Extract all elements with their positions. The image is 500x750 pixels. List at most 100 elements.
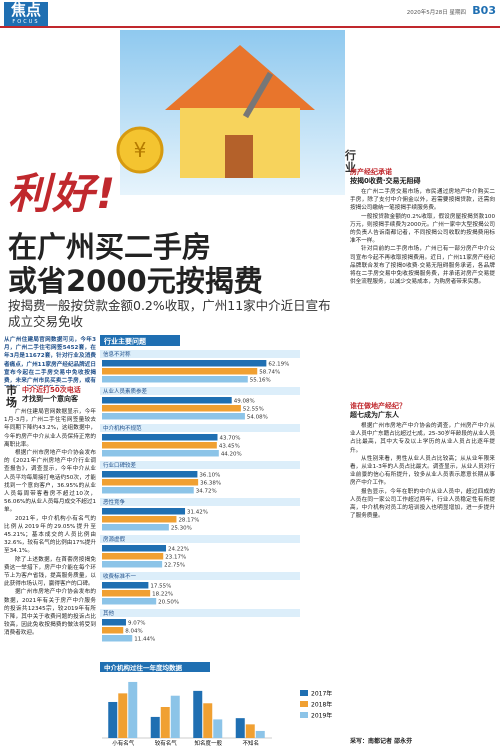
bar — [102, 524, 169, 531]
bar — [102, 376, 248, 383]
subtitle: 按揭费一般按贷款金额0.2%收取，广州11家中介近日宣布成立交易免收 — [8, 298, 331, 329]
legend-label: 2017年 — [311, 690, 332, 698]
illustration: ¥ — [116, 30, 345, 195]
page-number: B03 — [472, 4, 496, 17]
category-band — [100, 350, 300, 358]
byline: 采写：南都记者 邵永芬 — [350, 738, 413, 745]
headline-line: 或省2000元按揭费 — [8, 264, 263, 298]
bar — [102, 635, 133, 642]
paragraph: 在广州二手房交易市场，市民通过房地产中介购买二手房，除了支付中介佣金以外，若需要… — [350, 189, 495, 212]
side-label: 行业 — [345, 149, 356, 174]
bar — [118, 693, 128, 738]
paragraph: 一般按贷款金额的0.2%收取，假设房屋按揭贷款100万元，则按揭手续费为2000… — [350, 213, 495, 245]
value-label: 22.75% — [164, 563, 185, 569]
bar — [128, 681, 138, 738]
header: 焦点 FOCUS 2020年5月28日 星期四 B03 — [0, 0, 500, 28]
value-label: 18.22% — [152, 592, 173, 598]
legend-swatch — [300, 701, 308, 707]
bar — [102, 598, 157, 605]
paragraph: 根据广州市房地产中介协会的调查，广州房产中介从业人员中广东籍占比超过七成，25-… — [350, 423, 495, 454]
bar — [108, 701, 118, 738]
value-label: 44.20% — [221, 452, 242, 458]
legend-label: 2018年 — [311, 701, 332, 709]
category-label: 中介机构不规范 — [103, 424, 142, 432]
bar — [102, 553, 164, 560]
bar — [150, 716, 160, 738]
value-label: 43.70% — [219, 436, 240, 442]
bar — [102, 545, 167, 552]
right-column: 在广州二手房交易市场，市民通过房地产中介购买二手房，除了支付中介佣金以外，若需要… — [350, 188, 495, 398]
value-label: 62.19% — [268, 362, 289, 368]
value-label: 55.16% — [250, 378, 271, 384]
bar — [102, 413, 245, 420]
paragraph: 根据广州市房地产中介协会发布的《2021年广州房地产中介行业调查报告》，调查显示… — [4, 450, 96, 514]
intro: 从广州住建局官网数据可见，今年3月，广州二手住宅网签5452套，在年3月是116… — [4, 337, 96, 385]
category-label: 从业人员素质参差 — [103, 387, 148, 395]
value-label: 54.08% — [247, 415, 268, 421]
value-label: 58.74% — [259, 370, 280, 376]
title-box — [100, 662, 210, 672]
paragraph: 广州住建局官网数据显示，今年1月-3月，广州二手住宅网签量较去年同期下降约43.… — [4, 409, 96, 448]
bar — [102, 397, 232, 404]
heading: 谁在做地产经纪？ — [350, 402, 406, 410]
bar — [102, 627, 124, 634]
svg-text:¥: ¥ — [134, 138, 147, 162]
paragraph: 2021年，中介机构小有名气的比例从2019年的29.05%提升至45.21%；… — [4, 515, 96, 555]
bar — [255, 730, 265, 738]
category-band — [100, 498, 300, 506]
headline: 在广州买二手房 或省2000元按揭费 — [8, 230, 263, 298]
category-label: 其他 — [103, 609, 115, 617]
category-band — [100, 609, 300, 617]
bar — [102, 368, 258, 375]
bar — [102, 619, 126, 626]
dateline: 2020年5月28日 星期四 — [406, 10, 466, 16]
bar — [213, 719, 223, 738]
bar — [245, 724, 255, 738]
left-column: 广州住建局官网数据显示，今年1月-3月，广州二手住宅网签量较去年同期下降约43.… — [4, 408, 96, 746]
category-label: 收费标准不一 — [103, 572, 137, 580]
bar — [102, 405, 241, 412]
bar — [193, 690, 203, 738]
paragraph: 除了上述数据，在首套房按揭免费这一举措下，房产中介能在每个环节上为客户省钱，提高… — [4, 556, 96, 588]
bar — [160, 707, 170, 738]
bar — [102, 508, 186, 515]
bar — [102, 471, 198, 478]
side-label: 市场 — [6, 384, 17, 409]
paragraph: 据广州市房地产中介协会发布的数据，2021年有关于房产中介服务的投诉共12345… — [4, 589, 96, 637]
legend-label: 2019年 — [311, 712, 332, 720]
bar — [102, 487, 194, 494]
paragraph: 报告显示，今年在职的中介从业人员中，超过四成的人员在同一家公司工作超过两年，行业… — [350, 488, 495, 520]
bar — [102, 479, 199, 486]
heading: 按揭0收费·交易无阻碍 — [350, 177, 421, 185]
category-label: 信息不对称 — [103, 350, 131, 358]
category-label: 房源虚假 — [103, 535, 126, 543]
value-label: 9.07% — [128, 621, 145, 627]
headline-line: 在广州买二手房 — [8, 230, 212, 264]
legend-swatch — [300, 690, 308, 696]
value-label: 20.50% — [158, 600, 179, 606]
value-label: 52.55% — [243, 407, 264, 413]
chart-title: 中介机构过往一年度均数据 — [104, 663, 183, 672]
bar — [102, 360, 267, 367]
category-band — [100, 387, 300, 395]
bar — [203, 703, 213, 738]
value-label: 11.44% — [134, 637, 155, 643]
category-band — [100, 572, 300, 580]
heading: 房产经纪承诺 — [350, 168, 392, 176]
section-en: FOCUS — [12, 19, 40, 25]
bar — [102, 590, 151, 597]
x-tick-label: 知名度一般 — [194, 739, 222, 747]
right-column: 根据广州市房地产中介协会的调查，广州房产中介从业人员中广东籍占比超过七成，25-… — [350, 422, 495, 734]
title-box — [100, 335, 180, 346]
heading: 超七成为广东人 — [350, 411, 399, 419]
category-band — [100, 535, 300, 543]
value-label: 8.04% — [125, 629, 142, 635]
bar — [102, 582, 149, 589]
heading: 中介近打50次电话 — [22, 386, 81, 394]
value-label: 23.17% — [165, 555, 186, 561]
value-label: 36.10% — [199, 473, 220, 479]
chart-title: 行业主要问题 — [103, 337, 147, 346]
section-box: 焦点 FOCUS — [4, 2, 48, 26]
